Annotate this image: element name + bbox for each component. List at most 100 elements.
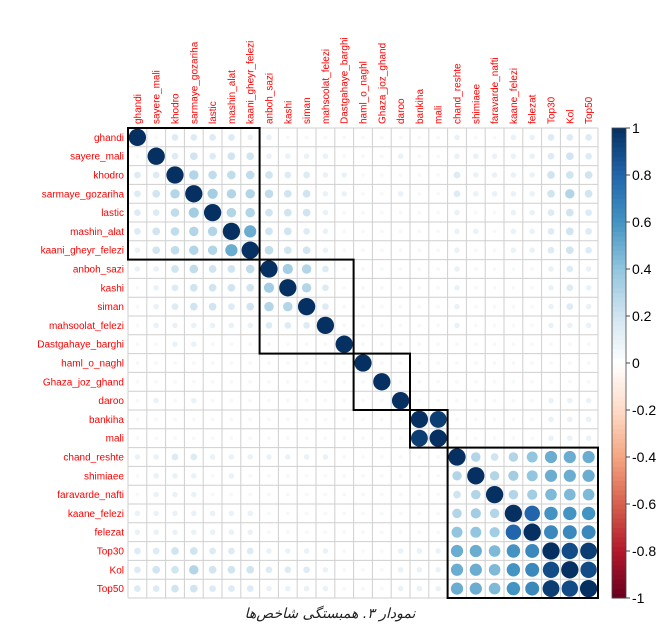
row-label: Dastgahaye_barghi: [37, 340, 124, 351]
corr-circle: [511, 361, 516, 365]
corr-circle: [492, 135, 497, 140]
colorbar-segment: [612, 447, 626, 453]
corr-circle: [436, 285, 441, 290]
row-label: kaani_gheyr_felezi: [41, 246, 124, 257]
corr-circle: [283, 227, 292, 236]
colorbar-segment: [612, 513, 626, 519]
colorbar-segment: [612, 193, 626, 199]
colorbar-segment: [612, 264, 626, 270]
corr-circle: [510, 172, 517, 178]
corr-circle: [283, 246, 292, 255]
corr-circle: [244, 225, 257, 238]
corr-circle: [361, 304, 365, 309]
corr-circle: [454, 209, 460, 216]
corr-circle: [229, 361, 234, 365]
corr-circle: [379, 229, 384, 234]
colorbar-segment: [612, 358, 626, 364]
corr-circle: [361, 511, 365, 516]
corr-circle: [491, 172, 498, 178]
corr-circle: [530, 417, 535, 422]
colorbar-segment: [612, 330, 626, 336]
corr-circle: [323, 135, 328, 140]
colorbar-segment: [612, 250, 626, 256]
corr-circle: [361, 398, 365, 403]
corr-circle: [436, 191, 441, 196]
corr-circle: [436, 398, 441, 403]
corr-circle: [323, 361, 328, 365]
corr-circle: [228, 510, 235, 517]
corr-circle: [189, 152, 198, 161]
colorbar-segment: [612, 499, 626, 505]
corr-circle: [322, 172, 329, 178]
corr-circle: [225, 244, 238, 257]
corr-circle: [582, 450, 595, 464]
corr-circle: [342, 511, 347, 516]
column-label: sayere_mali: [152, 70, 163, 124]
corr-circle: [455, 417, 459, 422]
corr-circle: [322, 454, 329, 460]
corr-circle: [134, 247, 141, 253]
corr-circle: [492, 436, 497, 441]
corr-circle: [373, 373, 391, 391]
corr-circle: [452, 471, 462, 481]
corr-circle: [203, 203, 222, 222]
corr-circle: [548, 285, 554, 291]
corr-circle: [227, 170, 236, 180]
colorbar-label: -0.8: [632, 543, 656, 559]
corr-circle: [301, 264, 312, 274]
corr-circle: [566, 134, 574, 141]
corr-circle: [323, 417, 328, 422]
corr-circle: [134, 228, 141, 235]
corr-circle: [265, 566, 273, 574]
corr-circle: [285, 361, 290, 365]
corr-circle: [379, 154, 384, 159]
corr-circle: [436, 342, 441, 347]
colorbar-segment: [612, 466, 626, 472]
colorbar-segment: [612, 175, 626, 181]
corr-circle: [248, 473, 253, 478]
row-label: Kol: [110, 565, 124, 576]
corr-circle: [470, 526, 482, 538]
corr-circle: [398, 492, 403, 497]
colorbar-segment: [612, 480, 626, 486]
colorbar-segment: [612, 485, 626, 491]
corr-circle: [361, 285, 365, 290]
corr-circle: [302, 246, 311, 255]
corr-circle: [582, 469, 595, 482]
corr-circle: [322, 567, 329, 573]
row-label: faravarde_nafti: [57, 490, 124, 501]
corr-circle: [210, 436, 215, 441]
corr-circle: [585, 134, 592, 141]
corr-circle: [189, 302, 198, 311]
corr-circle: [525, 544, 540, 558]
corr-circle: [561, 580, 579, 597]
corr-circle: [152, 209, 160, 216]
corr-circle: [322, 191, 329, 197]
column-label: felezat: [528, 94, 539, 124]
corr-circle: [473, 304, 478, 309]
colorbar-segment: [612, 508, 626, 514]
colorbar-segment: [612, 146, 626, 152]
corr-circle: [323, 398, 328, 403]
row-label: khodro: [93, 171, 124, 182]
corr-circle: [511, 342, 516, 347]
corr-circle: [134, 529, 141, 535]
corr-circle: [335, 335, 353, 353]
colorbar-segment: [612, 348, 626, 355]
corr-circle: [455, 379, 459, 384]
corr-circle: [417, 154, 422, 159]
corr-circle: [453, 190, 461, 198]
corr-circle: [134, 209, 141, 216]
corr-circle: [524, 505, 540, 522]
colorbar-segment: [612, 574, 626, 580]
corr-circle: [508, 452, 519, 462]
corr-circle: [436, 229, 441, 234]
colorbar-label: 0.2: [632, 308, 652, 324]
corr-circle: [208, 565, 217, 574]
corr-circle: [152, 547, 160, 555]
corr-circle: [469, 544, 482, 558]
corr-circle: [316, 316, 335, 335]
corr-circle: [229, 417, 234, 422]
colorbar-segment: [612, 555, 626, 561]
corr-circle: [323, 473, 328, 478]
